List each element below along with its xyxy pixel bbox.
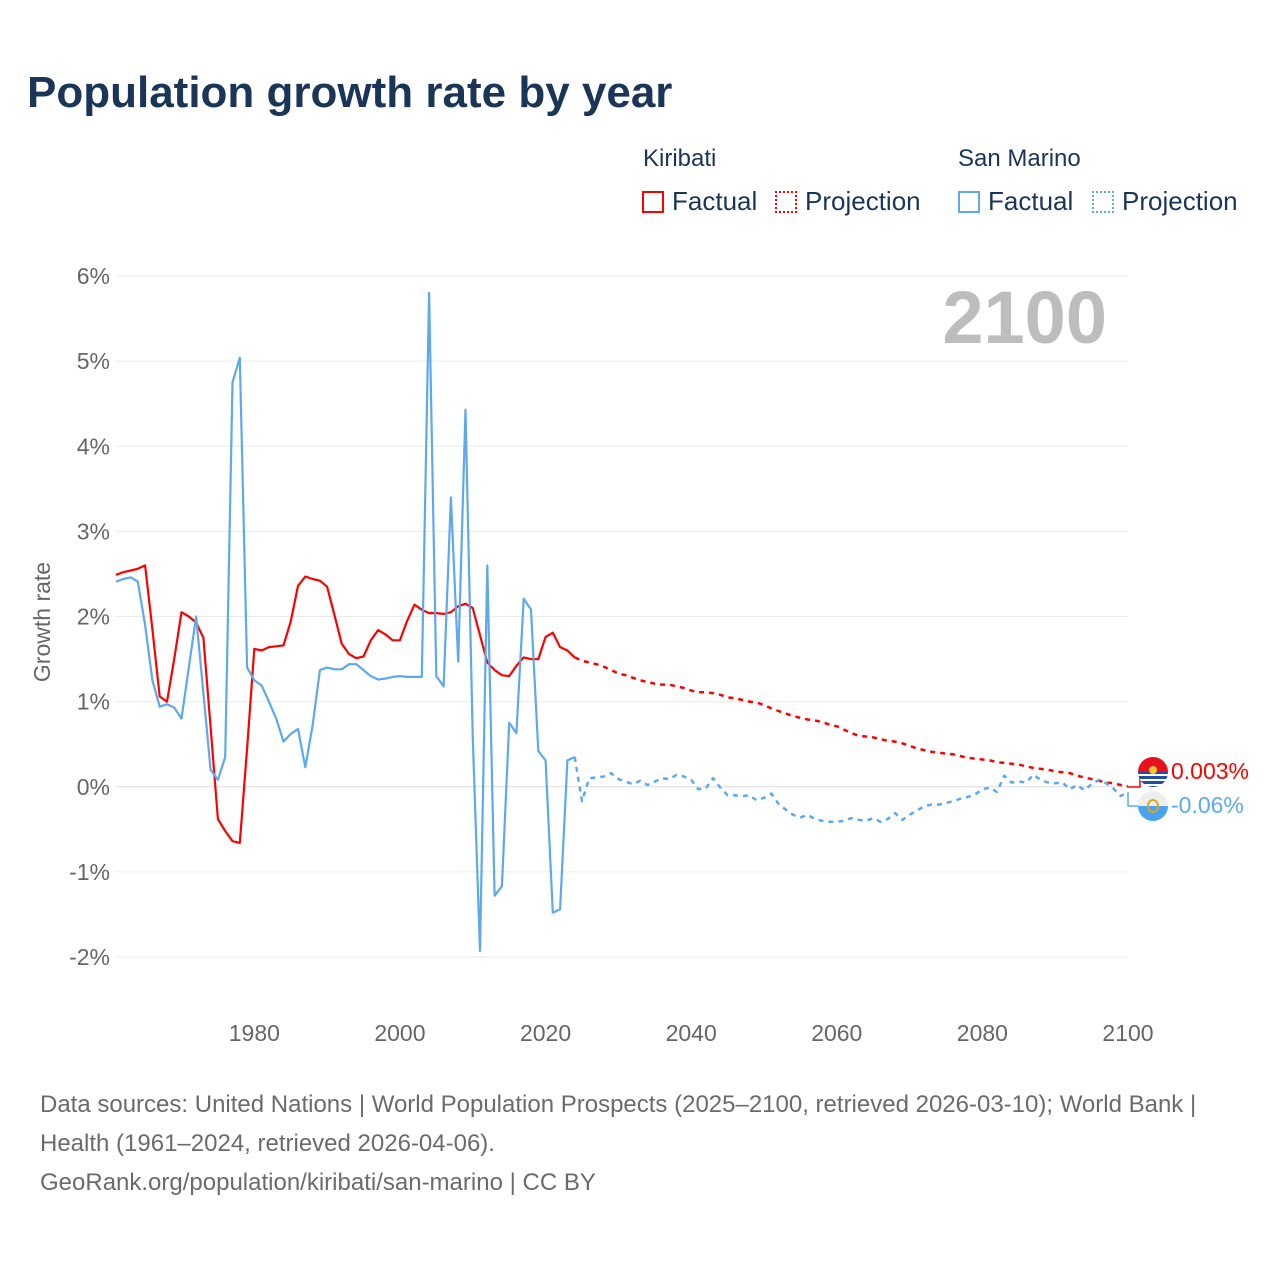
x-tick-label: 2020 — [520, 1020, 571, 1046]
legend-swatch-dotted — [1092, 190, 1114, 213]
credit-link[interactable]: GeoRank.org/population/kiribati/san-mari… — [40, 1169, 596, 1196]
year-display: 2100 — [942, 276, 1107, 359]
connector-san-marino — [1127, 792, 1140, 807]
y-axis-label: Growth rate — [29, 562, 55, 682]
x-tick-label: 2080 — [957, 1020, 1008, 1046]
y-tick-label: -2% — [69, 944, 110, 970]
y-tick-label: 4% — [77, 433, 110, 459]
legend-kiribati-factual[interactable]: Factual — [642, 186, 757, 217]
end-label-san-marino: -0.06% — [1171, 792, 1244, 818]
y-tick-label: 1% — [77, 689, 110, 715]
series-line-kiribati-factual — [115, 564, 576, 845]
san-marino-flag-icon — [1138, 791, 1168, 821]
legend-swatch-solid — [958, 190, 980, 213]
y-tick-label: 5% — [77, 348, 110, 374]
legend-san-marino-projection[interactable]: Projection — [1092, 186, 1238, 217]
y-tick-label: 3% — [77, 518, 110, 544]
legend-swatch-solid — [642, 190, 664, 213]
series-line-san-marino-projection — [573, 756, 1129, 823]
y-tick-label: -1% — [69, 859, 110, 885]
x-tick-label: 2100 — [1102, 1020, 1153, 1046]
legend-kiribati-projection[interactable]: Projection — [775, 186, 921, 217]
legend-header-kiribati: Kiribati — [643, 145, 717, 172]
legend-label: Factual — [672, 186, 758, 216]
x-tick-label: 2000 — [374, 1020, 425, 1046]
legend-label: Projection — [1122, 186, 1238, 216]
line-chart: 6% 5% 4% 3% 2% 1% 0% -1% -2% 1980 2000 2020 2040 2060… — [29, 263, 1249, 1046]
y-tick-label: 0% — [77, 774, 110, 800]
legend-san-marino-factual[interactable]: Factual — [958, 186, 1073, 217]
page-title: Population growth rate by year — [27, 68, 673, 117]
data-sources: Data sources: United Nations | World Pop… — [40, 1091, 1197, 1157]
series-line-kiribati-projection — [574, 656, 1129, 788]
legend-label: Projection — [805, 186, 921, 216]
x-tick-label: 2040 — [666, 1020, 717, 1046]
x-tick-label: 2060 — [811, 1020, 862, 1046]
x-tick-label: 1980 — [229, 1020, 280, 1046]
kiribati-flag-icon — [1138, 757, 1168, 787]
series-line-san-marino-factual — [115, 291, 576, 953]
legend-swatch-dotted — [775, 190, 797, 213]
y-tick-label: 6% — [77, 263, 110, 289]
y-tick-label: 2% — [77, 604, 110, 630]
legend-header-san-marino: San Marino — [958, 145, 1081, 172]
legend-label: Factual — [988, 186, 1074, 216]
footer: Data sources: United Nations | World Pop… — [40, 1085, 1240, 1202]
end-label-kiribati: 0.003% — [1171, 758, 1249, 784]
